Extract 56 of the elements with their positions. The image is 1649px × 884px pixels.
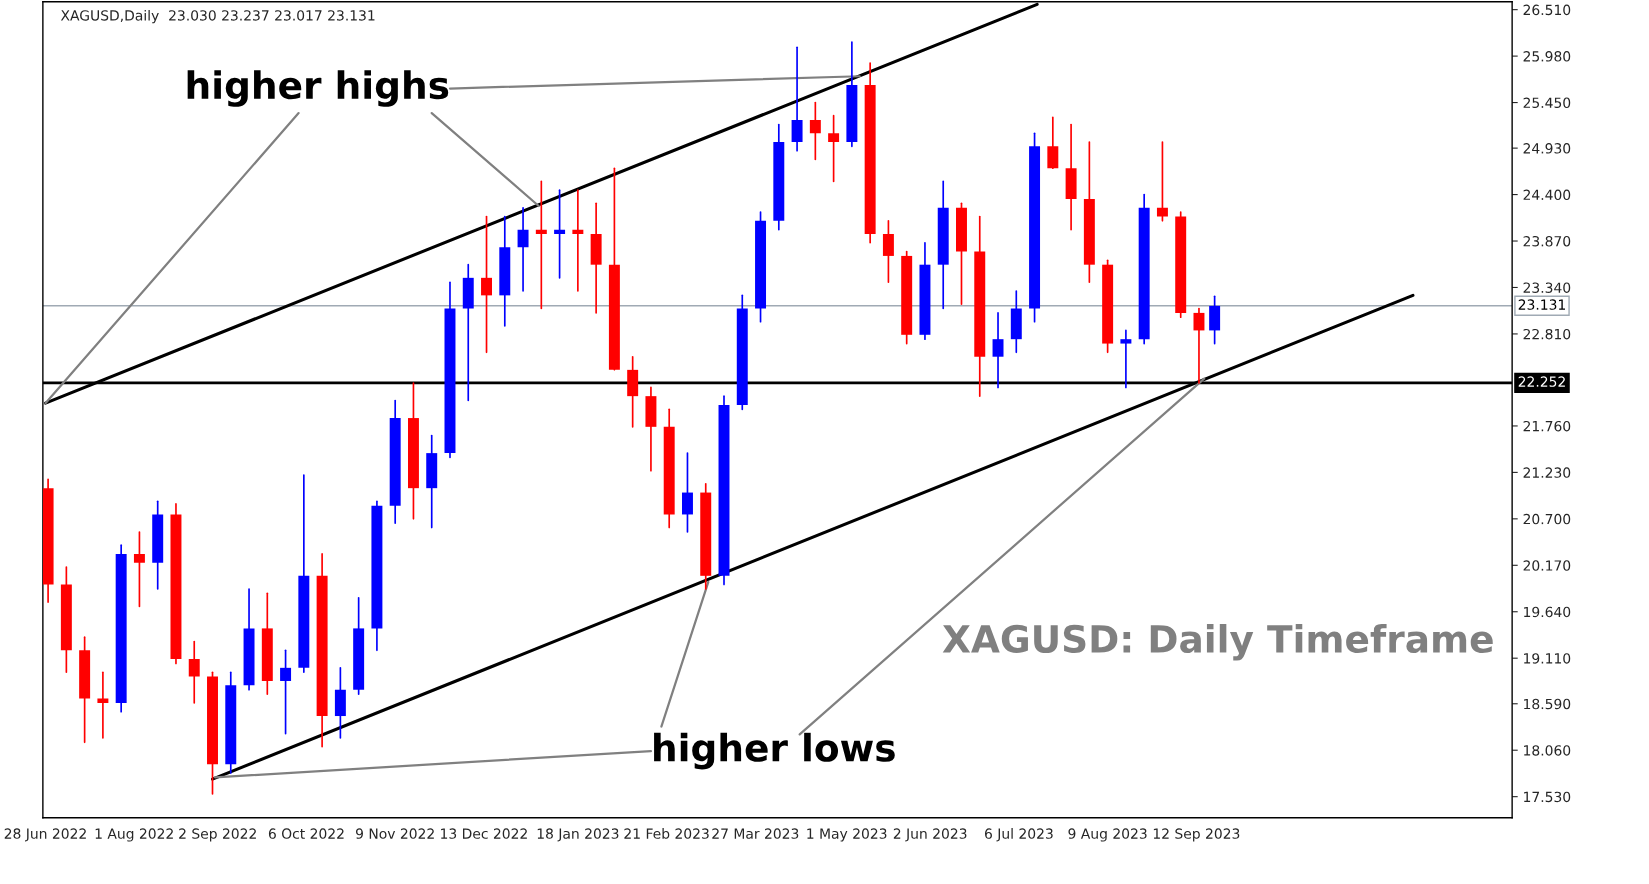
candlestick (97, 671, 109, 739)
candlestick (280, 649, 292, 735)
x-tick-label: 21 Feb 2023 (624, 828, 709, 839)
candlestick (517, 206, 529, 292)
y-tick-label: 21.230 (1523, 467, 1571, 478)
candlestick (681, 452, 693, 533)
y-tick-label: 22.810 (1523, 328, 1571, 340)
x-tick-label: 2 Jun 2023 (893, 828, 967, 842)
candlestick (481, 215, 492, 354)
candlestick (133, 531, 145, 608)
annotation: XAGUSD: Daily Timeframe (942, 623, 1493, 661)
y-tick-label: 19.640 (1524, 606, 1571, 618)
x-tick-label: 6 Jul 2023 (984, 828, 1053, 842)
candlestick (1047, 116, 1059, 170)
x-tick-label: 13 Dec 2022 (441, 828, 527, 839)
y-tick-label: 20.170 (1523, 560, 1571, 571)
y-tick-label: 26.510 (1523, 4, 1571, 16)
text: XAGUSD,Daily 23.030 23.237 23.017 23.131 (60, 9, 375, 24)
candlestick (1193, 307, 1205, 384)
y-tick-label: 20.700 (1523, 513, 1571, 525)
annotation: higher highs (187, 70, 449, 107)
y-tick-label: 21.760 (1523, 420, 1571, 432)
x-tick-label: 12 Sep 2023 (1153, 828, 1240, 842)
annotation: higher lows (654, 732, 895, 770)
candlestick (828, 114, 840, 183)
candlestick (882, 220, 894, 284)
y-tick-label: 25.980 (1523, 51, 1571, 62)
candlestick (188, 640, 200, 704)
x-tick-label: 18 Jan 2023 (537, 828, 619, 842)
y-tick-label: 24.930 (1523, 143, 1571, 154)
x-tick-label: 9 Aug 2023 (1068, 828, 1147, 842)
ref-line-label: 22.252 (1518, 376, 1565, 387)
x-tick-label: 28 Jun 2022 (4, 828, 86, 842)
y-tick-label: 23.340 (1523, 282, 1571, 293)
candlestick (554, 189, 566, 279)
candlestick (1156, 141, 1168, 222)
y-tick-label: 18.060 (1524, 745, 1571, 756)
y-tick-label: 17.530 (1524, 791, 1571, 803)
y-tick-label: 19.110 (1524, 653, 1571, 664)
x-tick-label: 1 May 2023 (807, 828, 887, 842)
x-tick-label: 1 Aug 2022 (95, 828, 173, 842)
ref-line-label: 23.131 (1518, 299, 1565, 310)
x-tick-label: 9 Nov 2022 (356, 828, 434, 839)
y-tick-label: 25.450 (1523, 97, 1571, 109)
candlestick (809, 101, 821, 161)
candlestick (791, 46, 803, 152)
y-tick-label: 18.590 (1524, 698, 1571, 710)
candlestick (572, 189, 584, 292)
candlestick (992, 312, 1004, 389)
y-tick-label: 24.400 (1523, 189, 1571, 201)
x-tick-label: 6 Oct 2022 (268, 828, 344, 839)
x-tick-label: 27 Mar 2023 (712, 828, 799, 839)
candlestick (535, 180, 547, 310)
candlestick (1120, 329, 1132, 389)
x-tick-label: 2 Sep 2022 (179, 828, 256, 842)
y-tick-label: 23.870 (1523, 235, 1571, 247)
